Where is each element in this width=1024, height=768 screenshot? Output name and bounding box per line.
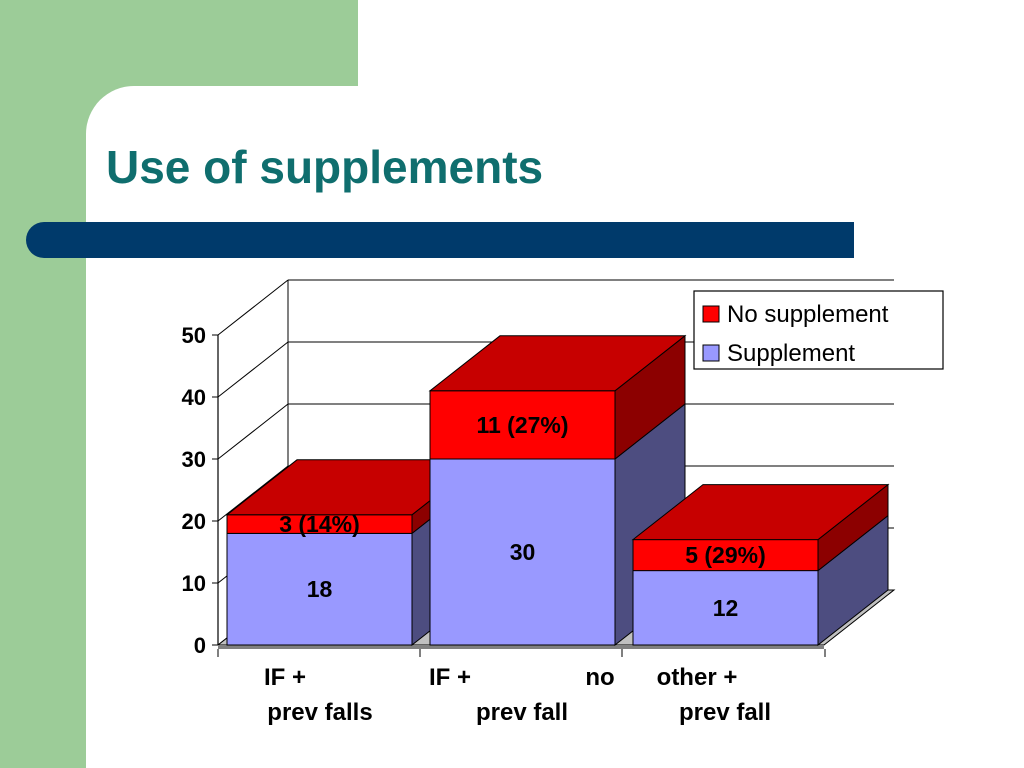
legend-label-supplement: Supplement — [727, 340, 855, 367]
bar-supplement-1 — [429, 458, 616, 646]
data-label-no-supplement-1: 11 (27%) — [476, 412, 568, 438]
chart-floor-edge — [218, 645, 824, 649]
slide-title: Use of supplements — [106, 141, 544, 193]
category-label-2-0: other + — [657, 664, 738, 691]
y-tick-label-20: 20 — [182, 509, 206, 534]
legend-swatch-no-supplement — [702, 305, 720, 323]
y-tick-label-0: 0 — [194, 633, 206, 658]
side-gridline-20 — [217, 465, 289, 522]
category-label-1-1: no — [585, 664, 614, 691]
data-label-no-supplement-2: 5 (29%) — [685, 542, 766, 568]
y-tick-label-40: 40 — [182, 385, 206, 410]
data-label-supplement-1: 30 — [510, 539, 536, 565]
side-gridline-50 — [217, 279, 289, 336]
bar-no-supplement-2 — [632, 539, 819, 572]
bar-supplement-0 — [226, 532, 413, 646]
category-label-0-1: prev falls — [267, 699, 372, 726]
data-label-supplement-2: 12 — [713, 595, 739, 621]
legend-box — [693, 290, 944, 370]
bar-no-supplement-1 — [429, 390, 616, 460]
title-underline-bar — [26, 222, 854, 258]
y-tick-label-10: 10 — [182, 571, 206, 596]
bar-top-2 — [631, 484, 890, 541]
bar-top-1 — [428, 335, 687, 392]
legend-swatch-supplement — [702, 344, 720, 362]
legend-label-no-supplement: No supplement — [727, 301, 889, 328]
category-label-1-2: prev fall — [476, 699, 568, 726]
data-label-supplement-0: 18 — [307, 576, 333, 602]
category-label-0-0: IF + — [264, 664, 306, 691]
side-gridline-40 — [217, 341, 289, 398]
category-label-1-0: IF + — [429, 664, 471, 691]
y-tick-label-50: 50 — [182, 323, 206, 348]
data-label-no-supplement-0: 3 (14%) — [279, 511, 360, 537]
side-gridline-30 — [217, 403, 289, 460]
bar-supplement-2 — [632, 570, 819, 646]
y-tick-label-30: 30 — [182, 447, 206, 472]
category-label-2-1: prev fall — [679, 699, 771, 726]
